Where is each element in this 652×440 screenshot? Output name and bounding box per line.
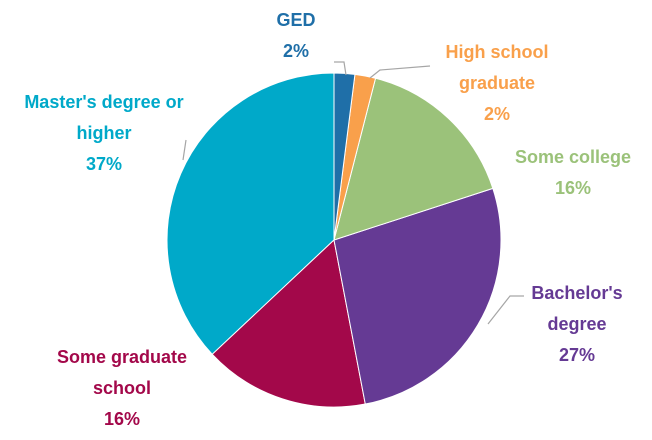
slice-label: Some college 16% <box>473 142 652 204</box>
value-label: 37% <box>85 154 123 174</box>
category-label: Master's degree or higher <box>24 92 184 143</box>
value-label: 2% <box>282 41 309 61</box>
pie-slice <box>333 187 502 405</box>
category-label: Some graduate school <box>56 347 188 398</box>
category-label: Bachelor's degree <box>531 283 623 334</box>
pie-slice <box>211 239 366 408</box>
slice-label: Bachelor's degree 27% <box>522 278 632 371</box>
slice-label: Some graduate school 16% <box>35 342 210 435</box>
leader-line <box>182 139 187 161</box>
leader-line <box>334 61 347 76</box>
slice-label: High school graduate 2% <box>427 37 567 130</box>
category-label: GED <box>276 10 316 30</box>
category-label: Some college <box>514 147 632 167</box>
value-label: 27% <box>558 345 596 365</box>
pie-slice <box>333 72 356 241</box>
category-label: High school graduate <box>445 42 549 93</box>
pie-slice <box>333 77 494 241</box>
slice-label: GED 2% <box>256 5 336 67</box>
value-label: 16% <box>554 178 592 198</box>
value-label: 2% <box>483 104 510 124</box>
value-label: 16% <box>103 409 141 429</box>
leader-line <box>369 65 431 79</box>
slice-label: Master's degree or higher 37% <box>9 87 199 180</box>
leader-line <box>487 295 524 325</box>
pie-slice <box>166 72 335 356</box>
